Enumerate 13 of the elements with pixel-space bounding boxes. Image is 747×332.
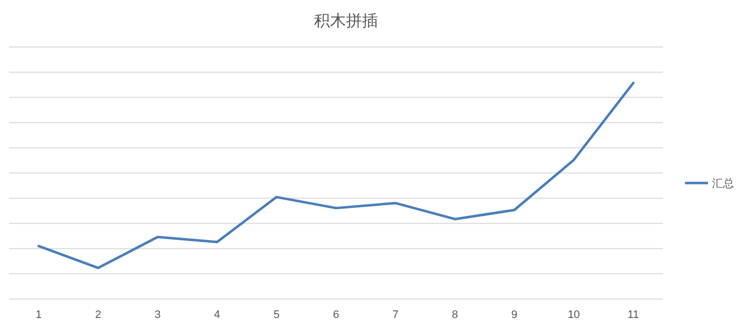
x-tick-label: 3 <box>154 309 161 321</box>
x-tick-label: 9 <box>511 309 518 321</box>
x-tick-label: 1 <box>36 309 42 321</box>
x-tick-label: 8 <box>452 309 458 321</box>
x-tick-label: 4 <box>214 309 220 321</box>
x-tick-label: 2 <box>95 309 102 321</box>
x-tick-label: 11 <box>628 309 639 321</box>
x-tick-label: 6 <box>332 309 340 321</box>
x-tick-label: 5 <box>273 309 280 321</box>
chart-title: 积木拼插 <box>314 12 378 30</box>
x-tick-label: 7 <box>392 309 399 321</box>
x-tick-label: 10 <box>568 309 580 321</box>
legend-label: 汇总 <box>712 177 734 190</box>
